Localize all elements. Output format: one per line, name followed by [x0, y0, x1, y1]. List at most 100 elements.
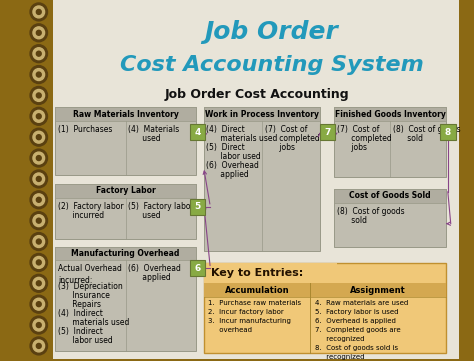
Text: (8)  Cost of goods: (8) Cost of goods [393, 125, 461, 134]
Circle shape [30, 316, 47, 334]
Text: (3)  Depreciation: (3) Depreciation [58, 282, 123, 291]
Circle shape [33, 90, 45, 101]
Circle shape [33, 319, 45, 331]
Text: jobs: jobs [264, 143, 295, 152]
Text: 7: 7 [324, 128, 331, 137]
Circle shape [30, 191, 47, 209]
Circle shape [30, 170, 47, 188]
Circle shape [33, 340, 45, 352]
Circle shape [36, 197, 41, 202]
Circle shape [33, 69, 45, 81]
Circle shape [33, 256, 45, 268]
Text: materials used: materials used [58, 318, 129, 327]
Text: 5.  Factory labor is used: 5. Factory labor is used [315, 309, 399, 315]
Bar [203, 264, 446, 353]
Text: 8.  Cost of goods sold is: 8. Cost of goods sold is [315, 345, 398, 351]
Bar [320, 124, 336, 140]
Text: Job Order Cost Accounting: Job Order Cost Accounting [164, 88, 349, 101]
Text: Key to Entries:: Key to Entries: [211, 268, 303, 278]
Circle shape [33, 152, 45, 164]
Text: Manufacturing Overhead: Manufacturing Overhead [72, 249, 180, 258]
Bar [55, 247, 196, 260]
Circle shape [36, 93, 41, 98]
Text: (5)  Direct: (5) Direct [207, 143, 245, 152]
Bar [203, 264, 337, 283]
Text: 6: 6 [195, 264, 201, 273]
Text: (7)  Cost of: (7) Cost of [264, 125, 307, 134]
Text: (1)  Purchases: (1) Purchases [58, 125, 112, 134]
Text: applied: applied [207, 170, 249, 179]
Circle shape [36, 302, 41, 306]
Text: Insurance: Insurance [58, 291, 110, 300]
Circle shape [36, 260, 41, 265]
Text: (4)  Materials: (4) Materials [128, 125, 180, 134]
Text: (8)  Cost of goods: (8) Cost of goods [337, 207, 405, 216]
Circle shape [33, 215, 45, 227]
Circle shape [36, 156, 41, 161]
Text: labor used: labor used [58, 336, 113, 345]
Text: 2.  Incur factory labor: 2. Incur factory labor [209, 309, 284, 315]
Circle shape [36, 72, 41, 77]
Text: 5: 5 [195, 202, 201, 211]
Bar [335, 189, 446, 203]
Text: Cost of Goods Sold: Cost of Goods Sold [349, 191, 431, 200]
Bar [203, 283, 446, 297]
Text: Job Order: Job Order [204, 20, 338, 44]
Bar [53, 0, 459, 359]
Text: 6.  Overhead is applied: 6. Overhead is applied [315, 318, 396, 324]
Circle shape [36, 281, 41, 286]
Text: applied: applied [128, 273, 171, 282]
Circle shape [30, 87, 47, 104]
Circle shape [36, 30, 41, 35]
Text: 1.  Purchase raw materials: 1. Purchase raw materials [209, 300, 301, 306]
Circle shape [30, 295, 47, 313]
Text: used: used [128, 211, 161, 220]
Circle shape [30, 337, 47, 355]
Circle shape [30, 24, 47, 42]
Circle shape [36, 343, 41, 348]
Text: (5)  Factory labor: (5) Factory labor [128, 202, 194, 211]
Text: used: used [128, 134, 161, 143]
Text: (4)  Indirect: (4) Indirect [58, 309, 103, 318]
Text: Accumulation: Accumulation [225, 286, 289, 295]
Circle shape [30, 212, 47, 230]
Text: Work in Process Inventory: Work in Process Inventory [205, 110, 319, 119]
Bar [203, 107, 320, 121]
Circle shape [30, 274, 47, 292]
Bar [55, 247, 196, 351]
Text: jobs: jobs [337, 143, 367, 152]
Text: Raw Materials Inventory: Raw Materials Inventory [73, 110, 179, 119]
Circle shape [33, 236, 45, 248]
Bar [55, 184, 196, 239]
Circle shape [30, 253, 47, 271]
Circle shape [33, 110, 45, 122]
Circle shape [33, 27, 45, 39]
Text: completed: completed [337, 134, 392, 143]
Text: Assignment: Assignment [350, 286, 406, 295]
Text: Cost Accounting System: Cost Accounting System [119, 55, 423, 75]
Circle shape [30, 66, 47, 83]
Circle shape [33, 173, 45, 185]
Text: (4)  Direct: (4) Direct [207, 125, 245, 134]
Bar [335, 107, 446, 177]
Text: incurred: incurred [58, 211, 104, 220]
Circle shape [36, 239, 41, 244]
Bar [55, 107, 196, 121]
Bar [55, 107, 196, 175]
Circle shape [36, 51, 41, 56]
Text: Repairs: Repairs [58, 300, 101, 309]
Text: (7)  Cost of: (7) Cost of [337, 125, 380, 134]
Text: materials used: materials used [207, 134, 278, 143]
Text: 4: 4 [194, 128, 201, 137]
Text: (5)  Indirect: (5) Indirect [58, 327, 103, 336]
Text: (6)  Overhead: (6) Overhead [128, 264, 182, 273]
Circle shape [30, 45, 47, 62]
Circle shape [33, 298, 45, 310]
Circle shape [30, 149, 47, 167]
Text: (2)  Factory labor: (2) Factory labor [58, 202, 124, 211]
Bar [203, 107, 320, 252]
Text: (6)  Overhead: (6) Overhead [207, 161, 259, 170]
Bar [440, 124, 456, 140]
Bar [55, 184, 196, 198]
Text: recognized: recognized [315, 354, 365, 360]
